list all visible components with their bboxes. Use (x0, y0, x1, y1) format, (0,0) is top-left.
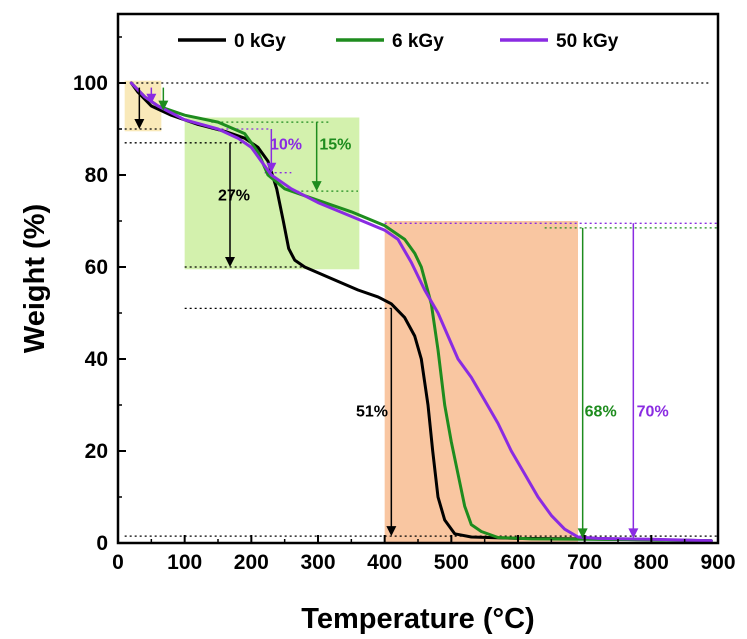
x-tick-label: 600 (500, 551, 535, 574)
y-tick-label: 80 (85, 164, 108, 187)
legend-label: 0 kGy (234, 31, 286, 52)
axis-ticks: 0 100 200 300 400 500 600 700 800 900 0 20 40 60 80 100 (73, 36, 736, 574)
annotation-label: 70% (637, 404, 669, 421)
annotation-label: 15% (319, 137, 351, 154)
annotation-label: 27% (218, 187, 250, 204)
x-tick-label: 900 (700, 551, 735, 574)
y-tick-label: 100 (73, 72, 108, 95)
legend: 0 kGy 6 kGy 50 kGy (178, 31, 619, 52)
legend-item: 6 kGy (336, 31, 444, 52)
arrow-0 (134, 87, 145, 129)
y-tick-label: 0 (96, 532, 108, 555)
x-tick-label: 0 (112, 551, 124, 574)
reference-lines (124, 82, 718, 537)
annotation-label: 10% (270, 137, 302, 154)
arrow-2 (158, 87, 169, 111)
series-line-1 (129, 81, 713, 543)
arrow-4 (266, 129, 277, 173)
highlight-region-0 (124, 80, 162, 132)
y-tick-label: 20 (85, 440, 108, 463)
x-tick-label: 300 (300, 551, 335, 574)
series-line-2 (129, 81, 713, 543)
x-axis-title: Temperature (°C) (301, 603, 534, 635)
x-tick-label: 400 (367, 551, 402, 574)
x-tick-label: 500 (434, 551, 469, 574)
x-tick-label: 200 (234, 551, 269, 574)
x-tick-label: 800 (634, 551, 669, 574)
annotation-labels: 10% 15% 27% 51% 68% 70% (218, 137, 669, 421)
annotation-arrows (134, 87, 639, 539)
legend-label: 50 kGy (556, 31, 619, 52)
legend-label: 6 kGy (392, 31, 444, 52)
legend-item: 50 kGy (500, 31, 619, 52)
arrow-6 (386, 308, 397, 537)
arrow-7 (577, 227, 588, 539)
x-tick-label: 100 (167, 551, 202, 574)
annotation-label: 68% (585, 404, 617, 421)
y-tick-label: 60 (85, 256, 108, 279)
arrow-1 (146, 87, 157, 104)
series-lines (129, 81, 713, 543)
annotation-label: 51% (356, 404, 388, 421)
arrow-5 (311, 122, 322, 192)
arrow-8 (628, 223, 639, 539)
x-tick-label: 700 (567, 551, 602, 574)
arrow-3 (225, 142, 235, 267)
legend-item: 0 kGy (178, 31, 286, 52)
y-axis-title: Weight (%) (19, 204, 51, 353)
y-tick-label: 40 (85, 348, 108, 371)
